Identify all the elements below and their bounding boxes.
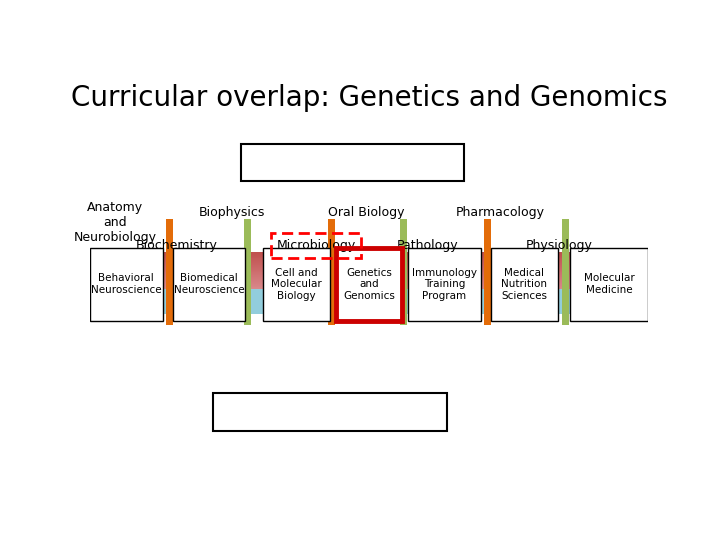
Bar [90, 283, 648, 284]
Text: Biochemistry: Biochemistry [135, 239, 217, 252]
Bar [90, 252, 648, 253]
Text: Molecular
Medicine: Molecular Medicine [584, 273, 634, 295]
Bar [570, 248, 648, 321]
Text: Pharmacology: Pharmacology [456, 206, 544, 219]
Bar [90, 264, 648, 265]
Bar [240, 144, 464, 181]
Bar [90, 259, 648, 260]
Bar [213, 393, 447, 431]
Text: Medical
Nutrition
Sciences: Medical Nutrition Sciences [501, 267, 547, 301]
Text: Oral Biology: Oral Biology [328, 206, 405, 219]
Bar [90, 248, 163, 321]
Bar [90, 282, 648, 283]
Text: Cell and
Molecular
Biology: Cell and Molecular Biology [271, 267, 322, 301]
Bar [400, 219, 407, 325]
Bar [166, 219, 173, 325]
Bar [90, 260, 648, 261]
Bar [90, 258, 648, 259]
Bar [90, 287, 648, 288]
Bar [90, 279, 648, 280]
Bar [244, 219, 251, 325]
Bar [90, 265, 648, 266]
Text: Curricular overlap: Genetics and Genomics: Curricular overlap: Genetics and Genomic… [71, 84, 667, 112]
Bar [328, 219, 335, 325]
Text: Microbiology: Microbiology [276, 239, 356, 252]
Text: Genetics
and
Genomics: Genetics and Genomics [343, 267, 395, 301]
Bar [90, 256, 648, 258]
Bar [562, 219, 569, 325]
Text: Anatomy
and
Neurobiology: Anatomy and Neurobiology [73, 201, 157, 244]
Bar [263, 248, 330, 321]
Bar [271, 233, 361, 258]
Bar [90, 268, 648, 269]
Bar [90, 253, 648, 254]
Bar [90, 274, 648, 275]
Text: Biomedical
Neuroscience: Biomedical Neuroscience [174, 273, 244, 295]
Bar [90, 262, 648, 263]
Bar [90, 280, 648, 281]
Bar [336, 248, 402, 321]
Text: Physiology: Physiology [526, 239, 593, 252]
Bar [90, 269, 648, 271]
Text: Pathology: Pathology [397, 239, 459, 252]
Bar [90, 273, 648, 274]
Bar [90, 272, 648, 273]
Bar [90, 266, 648, 267]
Bar [490, 248, 557, 321]
Bar [90, 289, 648, 314]
Text: Immunology
Training
Program: Immunology Training Program [412, 267, 477, 301]
Bar [484, 219, 490, 325]
Bar [90, 276, 648, 277]
Bar [90, 254, 648, 255]
Bar [173, 248, 245, 321]
Bar [90, 263, 648, 264]
Bar [336, 248, 402, 321]
Bar [90, 255, 648, 256]
Bar [90, 261, 648, 262]
Bar [90, 275, 648, 276]
Bar [90, 267, 648, 268]
Bar [90, 288, 648, 289]
Bar [90, 281, 648, 282]
Text: Biophysics: Biophysics [199, 206, 266, 219]
Bar [90, 278, 648, 279]
Bar [90, 285, 648, 286]
Bar [408, 248, 481, 321]
Bar [90, 284, 648, 285]
Text: Behavioral
Neuroscience: Behavioral Neuroscience [91, 273, 161, 295]
Bar [90, 286, 648, 287]
Bar [90, 271, 648, 272]
Bar [90, 277, 648, 278]
